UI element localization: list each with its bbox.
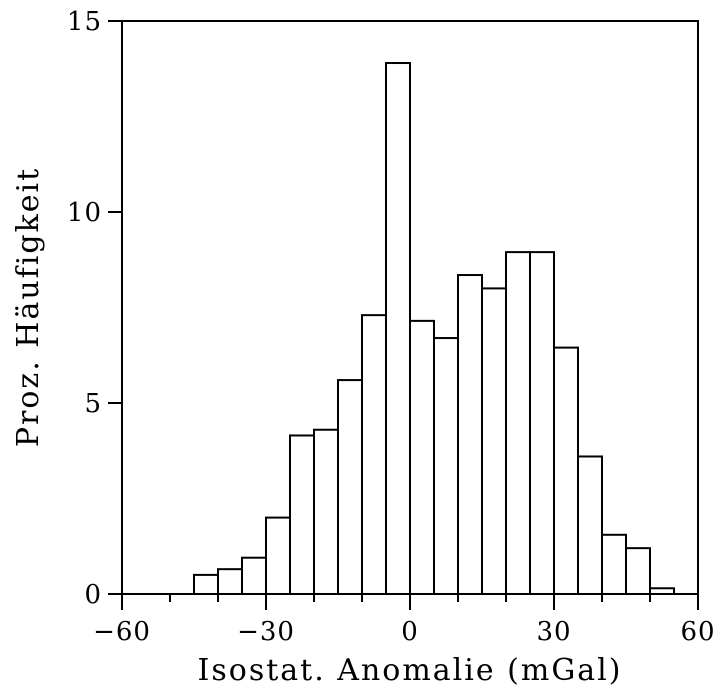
y-tick-label: 5: [84, 389, 102, 419]
y-tick-labels: 0 5 10 15: [67, 7, 102, 610]
histogram-bar: [505, 251, 531, 596]
histogram-bar: [289, 434, 315, 595]
histogram-bar: [529, 251, 555, 596]
histogram-bar: [625, 547, 651, 595]
histogram-bar: [337, 379, 363, 595]
x-tick-label: 30: [536, 617, 571, 647]
histogram-bars: [193, 62, 675, 596]
histogram-bar: [457, 274, 483, 595]
y-axis-title: Proz. Häufigkeit: [11, 167, 46, 447]
histogram-bar: [313, 428, 339, 595]
histogram-bar: [409, 319, 435, 595]
histogram-bar: [481, 287, 507, 595]
histogram-bar: [601, 533, 627, 595]
x-tick-label: 60: [680, 617, 715, 647]
histogram-bar: [577, 455, 603, 596]
histogram-bar: [217, 568, 243, 595]
x-tick-label: 0: [401, 617, 419, 647]
histogram-bar: [265, 516, 291, 595]
y-tick-label: 15: [67, 7, 102, 37]
histogram-bar: [433, 337, 459, 595]
histogram-bar: [385, 62, 411, 595]
x-tick-label: −30: [237, 617, 295, 647]
histogram-bar: [193, 573, 219, 596]
y-tick-label: 10: [67, 198, 102, 228]
y-tick-label: 0: [84, 580, 102, 610]
plot-frame: [121, 20, 699, 595]
histogram-bar: [241, 556, 267, 596]
x-tick-labels: −60 −30 0 30 60: [93, 617, 715, 647]
x-axis-title: Isostat. Anomalie (mGal): [198, 653, 623, 688]
axis-ticks: [108, 20, 699, 610]
histogram-bar: [361, 314, 387, 595]
histogram-bar: [553, 346, 579, 595]
x-tick-label: −60: [93, 617, 151, 647]
